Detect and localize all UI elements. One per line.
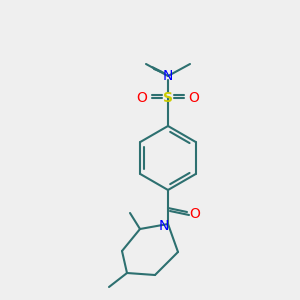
Text: S: S	[163, 91, 173, 105]
Text: N: N	[159, 219, 169, 233]
Text: N: N	[163, 69, 173, 83]
Text: O: O	[136, 91, 147, 105]
Text: O: O	[190, 207, 200, 221]
Text: O: O	[189, 91, 200, 105]
